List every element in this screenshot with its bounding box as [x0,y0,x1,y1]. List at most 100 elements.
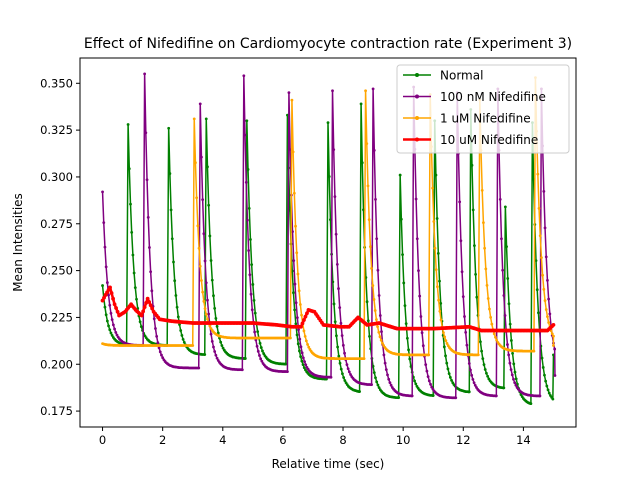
x-ticks: 0 2 4 6 8 10 12 14 [99,427,531,447]
data-point [420,331,424,335]
data-point [145,178,149,182]
data-point [467,362,471,365]
data-point [287,91,291,95]
data-point [537,311,540,315]
data-point [338,306,342,310]
x-tick-label: 4 [219,433,226,447]
data-point [430,385,434,389]
data-point [489,316,493,319]
plot-area [100,72,557,406]
data-point [192,117,196,121]
data-point [471,378,475,381]
data-point [358,390,361,393]
data-point [408,357,412,361]
data-point [215,325,219,328]
data-point [485,371,488,375]
data-point [536,172,540,176]
data-point [374,376,377,380]
data-point [431,186,435,190]
data-point [506,277,510,280]
series-markers-1-um-nifedifine [101,76,555,361]
data-point [543,299,547,302]
data-point [410,394,414,398]
data-point [548,312,552,316]
data-point [459,239,463,243]
data-point [329,375,333,379]
data-point [407,348,410,352]
data-point [303,360,306,364]
data-point [387,377,391,381]
data-point [404,322,408,326]
data-point [294,224,297,228]
data-point [145,296,150,301]
data-point [362,357,366,361]
x-tick-label: 6 [279,433,286,447]
data-point [439,318,443,322]
legend-marker [415,94,419,99]
data-point [178,323,181,326]
data-point [343,379,347,382]
data-point [434,173,438,177]
y-tick-label: 0.200 [40,357,73,371]
data-point [424,363,428,367]
data-point [471,208,475,212]
data-point [461,295,465,299]
data-point [101,284,104,287]
data-point [552,344,555,347]
data-point [445,361,449,365]
data-point [261,349,264,353]
data-point [384,368,388,372]
x-axis-label: Relative time (sec) [272,457,385,471]
data-point [302,366,306,370]
data-point [538,394,542,398]
data-point [378,335,382,339]
data-point [203,259,207,263]
data-point [474,272,477,276]
data-point [293,282,297,286]
data-point [142,305,147,310]
data-point [502,386,506,390]
data-point [303,334,307,338]
series-markers-10-um-nifedifine [100,285,556,333]
data-point [249,292,253,296]
x-tick-label: 14 [516,433,531,447]
data-point [256,349,260,353]
data-point [103,305,107,309]
data-point [371,87,375,91]
data-point [331,89,334,93]
y-tick-label: 0.250 [40,264,73,278]
data-point [204,281,208,285]
data-point [337,287,340,290]
data-point [375,380,379,384]
data-point [213,307,217,310]
data-point [544,308,548,311]
data-point [144,131,148,135]
data-point [446,367,450,371]
data-point [294,301,298,305]
data-point [148,246,151,249]
legend-label: Normal [440,69,483,83]
data-point [104,265,108,269]
data-point [175,305,179,309]
data-point [298,349,301,353]
data-point [434,268,438,272]
x-tick-label: 0 [99,433,106,447]
data-point [108,285,112,290]
data-point [110,318,114,322]
data-point [302,329,306,333]
data-point [339,367,343,371]
data-point [513,370,517,374]
data-point [397,396,401,400]
series-markers-100-nm-nifedifine [101,72,557,400]
data-point [168,172,172,175]
data-point [284,362,288,366]
data-point [108,303,112,307]
data-point [157,346,161,350]
data-point [204,117,208,121]
x-tick-label: 10 [396,433,411,447]
data-point [114,306,118,310]
data-point [293,308,297,312]
data-point [107,293,110,297]
data-point [464,331,468,334]
data-point [512,377,515,381]
